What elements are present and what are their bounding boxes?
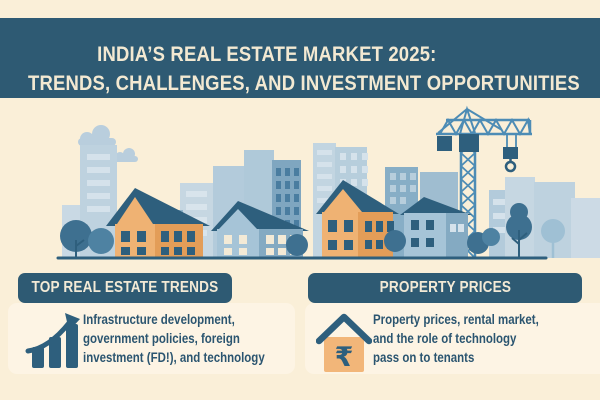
prices-line-3: pass on to tenants (373, 350, 475, 365)
orange-house-right (316, 180, 399, 258)
trends-line-1: Infrastructure development, (83, 312, 235, 327)
header-band: INDIA’S REAL ESTATE MARKET 2025: TRENDS,… (0, 18, 600, 98)
prices-line-2: and the role of technology (373, 331, 517, 346)
section-title-prices: PROPERTY PRICES (379, 279, 511, 296)
trends-line-3: investment (FD!), and technology (83, 350, 265, 365)
prices-card: ₹ Property prices, rental market, and th… (305, 303, 600, 374)
prices-line-1: Property prices, rental market, (373, 312, 539, 327)
trends-card: Infrastructure development, government p… (8, 303, 295, 374)
section-header-trends: TOP REAL ESTATE TRENDS (18, 273, 232, 303)
section-header-prices: PROPERTY PRICES (308, 273, 582, 303)
city-skyline-illustration (56, 105, 600, 260)
trends-line-2: government policies, foreign (83, 331, 240, 346)
cloud-icon (78, 125, 138, 162)
orange-house-left (106, 188, 210, 258)
blue-house-left (211, 201, 309, 258)
page-title-line1: INDIA’S REAL ESTATE MARKET 2025: (97, 43, 437, 66)
page-title-line2: TRENDS, CHALLENGES, AND INVESTMENT OPPOR… (28, 72, 580, 95)
trends-text: Infrastructure development, government p… (83, 310, 297, 367)
tree-icon (60, 203, 565, 258)
bar-chart-trend-up-icon (25, 313, 80, 368)
section-title-trends: TOP REAL ESTATE TRENDS (31, 279, 219, 296)
blue-house-right (400, 197, 472, 258)
prices-text: Property prices, rental market, and the … (373, 310, 568, 367)
house-rupee-icon: ₹ (316, 313, 372, 373)
rupee-symbol: ₹ (335, 342, 354, 373)
